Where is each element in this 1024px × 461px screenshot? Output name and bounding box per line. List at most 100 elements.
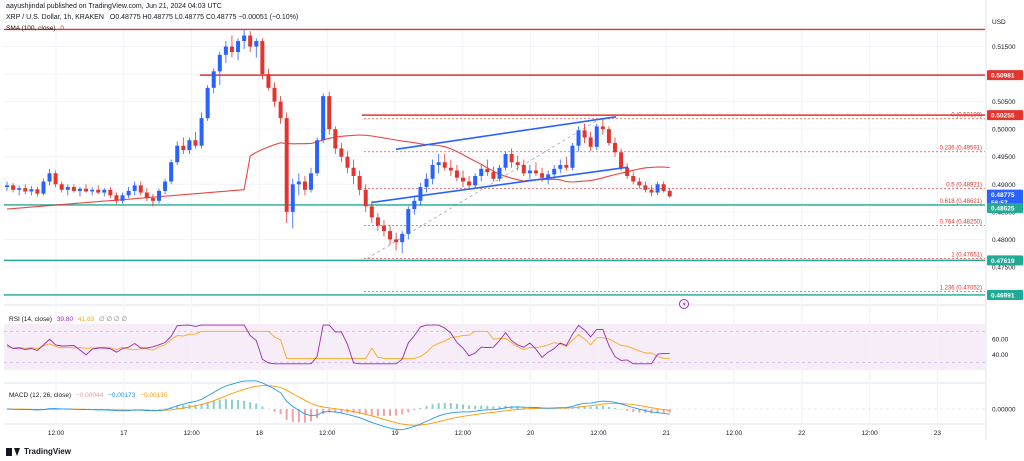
macd-histogram-bar: [200, 403, 203, 409]
fib-level-label: 0.618 (0.48621): [940, 199, 982, 205]
candle-body: [582, 130, 587, 138]
candle-body: [205, 87, 210, 119]
candle: [625, 163, 630, 179]
candle: [41, 178, 46, 196]
macd-histogram-bar: [334, 409, 337, 413]
candle-body: [254, 41, 259, 47]
candle: [467, 176, 472, 190]
candle-body: [576, 130, 581, 146]
candle: [17, 185, 22, 196]
candle-body: [412, 200, 417, 210]
candle: [211, 68, 216, 94]
candle-body: [467, 181, 472, 186]
rsi-legend[interactable]: RSI (14, close) 39.80 41.63 ∅ ∅ ∅ ∅: [9, 315, 127, 323]
candle-body: [187, 140, 192, 151]
macd-histogram-bar: [243, 400, 246, 409]
candle: [613, 137, 617, 157]
macd-histogram-bar: [182, 405, 185, 409]
price-badge-bg: [987, 70, 1023, 81]
candle-body: [278, 101, 283, 119]
candle-body: [23, 188, 28, 192]
candle-body: [515, 162, 520, 165]
candle: [363, 184, 368, 212]
candle: [205, 85, 210, 121]
macd-histogram-bar: [571, 407, 574, 409]
candle-body: [84, 188, 89, 192]
macd-histogram-bar: [583, 406, 586, 409]
candle: [533, 162, 538, 177]
candle-body: [302, 181, 307, 190]
candle: [327, 91, 332, 135]
candle-body: [473, 176, 478, 186]
sma-label: SMA (100, close): [6, 25, 56, 32]
candle-body: [47, 173, 52, 182]
price-badge-label: 0.48775: [991, 192, 1015, 199]
candle: [582, 123, 587, 143]
candle-body: [667, 190, 672, 197]
candle: [485, 159, 490, 177]
macd-histogram-bar: [632, 409, 635, 412]
candle-body: [351, 167, 356, 177]
symbol-line: XRP / U.S. Dollar, 1h, KRAKEN O0.48775 H…: [6, 14, 298, 21]
candle-body: [144, 192, 149, 199]
macd-histogram-bar: [547, 408, 550, 410]
candle-body: [339, 148, 344, 157]
macd-histogram-bar: [176, 405, 179, 409]
currency-label: USD: [992, 19, 1006, 26]
macd-histogram-bar: [206, 402, 209, 409]
macd-histogram-bar: [389, 409, 392, 416]
candle-body: [175, 145, 180, 163]
price-badge: 0.48775: [987, 189, 1023, 200]
candle-body: [236, 41, 241, 53]
candle: [217, 52, 222, 86]
sma-legend[interactable]: SMA (100, close) 0: [6, 25, 64, 32]
price-badge-bg: [987, 289, 1023, 300]
candle-body: [138, 185, 143, 193]
candle: [193, 131, 198, 149]
candle-body: [229, 46, 234, 53]
candle: [436, 153, 441, 174]
price-tick-label: 0.47500: [992, 264, 1016, 271]
candle-body: [321, 96, 326, 141]
candle-body: [199, 118, 204, 146]
candle-body: [157, 190, 161, 201]
candle-body: [11, 185, 16, 190]
macd-histogram-bar: [158, 409, 160, 410]
price-badge-label: 0.46991: [991, 292, 1015, 299]
candle: [321, 93, 326, 143]
macd-histogram-bar: [516, 406, 519, 409]
candle: [309, 167, 313, 193]
symbol-name: XRP / U.S. Dollar, 1h, KRAKEN: [6, 14, 104, 21]
candle-body: [631, 176, 636, 182]
macd-histogram-bar: [468, 405, 471, 409]
macd-signal-value: −0.00130: [140, 392, 168, 399]
macd-histogram-bar: [224, 399, 227, 409]
time-tick-label: 20: [527, 430, 535, 437]
macd-histogram-bar: [650, 409, 653, 414]
candle: [333, 126, 338, 154]
candle: [284, 112, 289, 223]
candle-body: [163, 181, 168, 191]
candle-body: [552, 168, 557, 175]
candle-body: [418, 187, 423, 201]
macd-legend[interactable]: MACD (12, 26, close) −0.00044 −0.00173 −…: [9, 392, 167, 399]
price-badge-bg: [987, 189, 1023, 200]
candle-body: [242, 35, 247, 42]
candle: [637, 177, 642, 189]
price-tick-label: 0.49500: [992, 154, 1016, 161]
fib-level-label: 1.236 (0.47052): [940, 286, 982, 292]
macd-histogram-bar: [480, 405, 483, 409]
macd-histogram-bar: [449, 403, 452, 409]
candle: [266, 68, 271, 91]
rsi-tick-label: 60.00: [992, 337, 1009, 344]
candle: [5, 181, 9, 191]
candle: [394, 232, 399, 251]
tradingview-footer[interactable]: TradingView: [6, 447, 71, 456]
candle: [649, 185, 654, 197]
candle: [278, 96, 283, 124]
candle-body: [527, 170, 532, 174]
candle: [236, 38, 241, 61]
candle: [229, 35, 234, 58]
macd-histogram-bar: [425, 406, 428, 409]
